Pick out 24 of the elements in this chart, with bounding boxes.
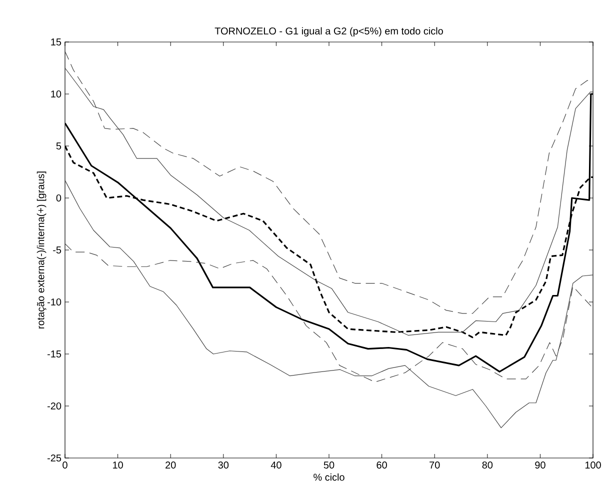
x-tick-label: 20 (166, 462, 176, 469)
x-tick-label: 30 (218, 462, 229, 469)
x-tick-label: 80 (482, 462, 493, 469)
y-tick-label: -20 (48, 402, 62, 410)
x-tick-label: 50 (324, 462, 334, 469)
x-tick-label: 90 (535, 462, 546, 469)
y-tick-label: 0 (56, 194, 62, 202)
x-tick-label: 100 (585, 462, 601, 469)
line-series (65, 180, 594, 428)
x-tick-label: 70 (430, 462, 440, 469)
y-tick-label: -25 (48, 454, 62, 462)
y-tick-label: -5 (53, 246, 62, 254)
x-tick-label: 60 (376, 462, 387, 469)
chart-title: TORNOZELO - G1 igual a G2 (p<5%) em todo ciclo (214, 27, 443, 36)
x-tick-label: 0 (62, 462, 68, 469)
y-tick-label: -10 (48, 298, 62, 306)
x-tick-label: 40 (270, 462, 282, 469)
y-tick-label: -15 (48, 350, 62, 358)
x-axis-title: % ciclo (314, 473, 344, 481)
y-tick-label: 5 (56, 142, 62, 150)
y-tick-label: 15 (51, 38, 62, 46)
y-axis-title: rotação externa(-)/interna(+) [graus] (36, 172, 46, 328)
y-tick-label: 10 (51, 90, 62, 98)
x-tick-label: 10 (113, 462, 123, 469)
